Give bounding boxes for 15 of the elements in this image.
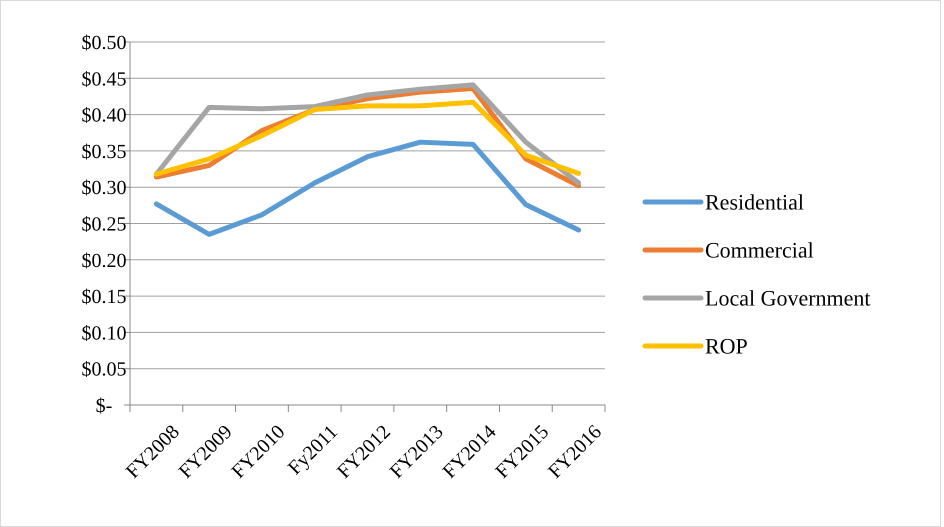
y-tick-label: $0.25	[82, 214, 126, 236]
y-tick-label: $0.15	[82, 286, 126, 308]
y-tick-label: $0.10	[82, 322, 126, 344]
legend-label: Local Government	[705, 286, 871, 311]
y-tick-label: $0.35	[82, 140, 126, 163]
y-tick-label: $-	[96, 395, 112, 417]
y-tick-label: $0.05	[82, 358, 126, 381]
legend-label: ROP	[705, 334, 748, 359]
y-tick-label: $0.20	[82, 250, 126, 272]
y-tick-label: $0.30	[82, 177, 126, 200]
legend-label: Residential	[705, 190, 804, 215]
y-tick-label: $0.40	[82, 104, 126, 127]
legend-label: Commercial	[705, 238, 814, 263]
y-tick-label: $0.50	[82, 32, 126, 54]
y-tick-label: $0.45	[82, 68, 126, 90]
